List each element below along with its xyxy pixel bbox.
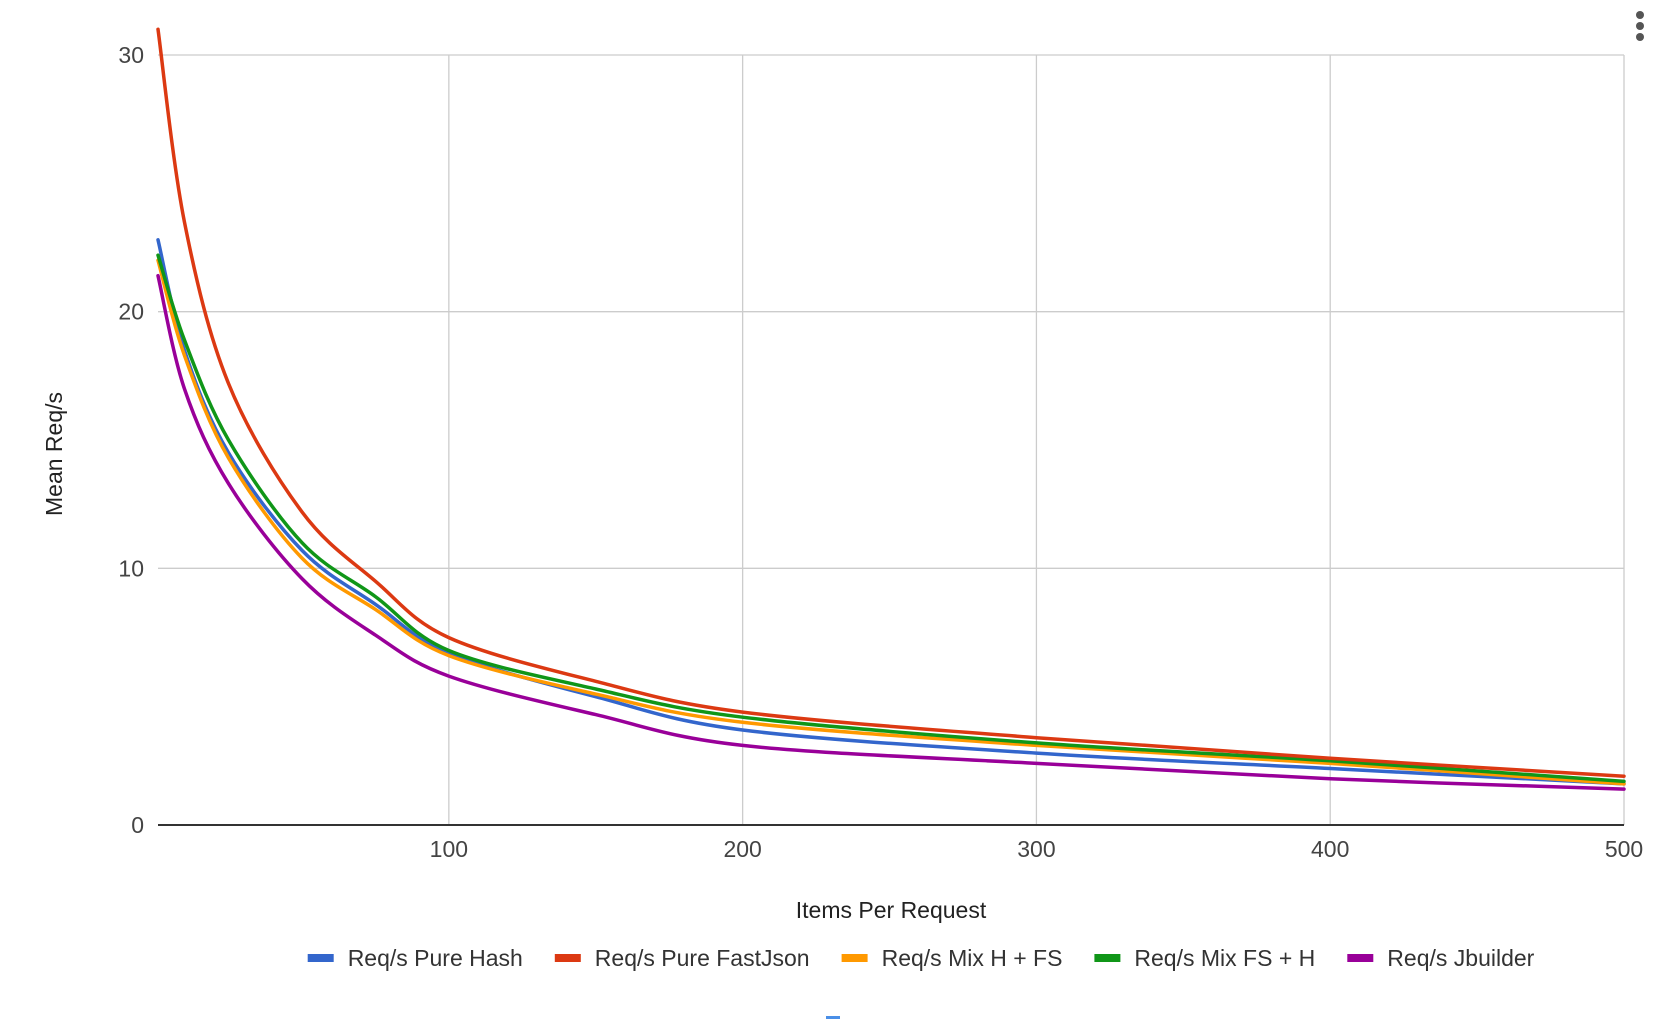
legend-label: Req/s Jbuilder: [1387, 945, 1534, 971]
more-vert-icon: [1636, 11, 1644, 19]
legend-item[interactable]: Req/s Pure Hash: [307, 945, 523, 971]
y-axis-title: Mean Req/s: [41, 392, 67, 516]
grid-lines: [158, 54, 1625, 825]
series-line-3: [156, 258, 1626, 786]
y-tick-label: 10: [118, 555, 144, 581]
legend-item[interactable]: Req/s Jbuilder: [1347, 945, 1535, 971]
series-lines: [156, 27, 1626, 791]
y-tick-label: 30: [118, 42, 144, 68]
more-options-button[interactable]: [1630, 8, 1650, 48]
series-line-4: [156, 253, 1626, 784]
x-tick-label: 200: [723, 836, 761, 862]
x-axis-title: Items Per Request: [796, 897, 987, 923]
legend-label: Req/s Pure Hash: [348, 945, 523, 971]
y-tick-label: 0: [131, 812, 144, 838]
legend-label: Req/s Pure FastJson: [595, 945, 810, 971]
legend[interactable]: Req/s Pure Hash Req/s Pure FastJson Req/s …: [307, 945, 1535, 971]
legend-swatch: [554, 954, 581, 962]
x-tick-label: 300: [1017, 836, 1055, 862]
legend-label: Req/s Mix H + FS: [882, 945, 1063, 971]
y-tick-label: 20: [118, 299, 144, 325]
x-tick-label: 400: [1311, 836, 1349, 862]
more-vert-icon-dot: [1636, 22, 1644, 30]
x-tick-label: 100: [430, 836, 468, 862]
more-vert-icon-dot: [1636, 33, 1644, 41]
series-line-5: [156, 273, 1626, 791]
x-tick-label: 500: [1605, 836, 1643, 862]
legend-label: Req/s Mix FS + H: [1134, 945, 1315, 971]
legend-swatch: [841, 954, 868, 962]
legend-swatch: [1347, 954, 1374, 962]
legend-item[interactable]: Req/s Mix FS + H: [1094, 945, 1315, 971]
legend-item[interactable]: Req/s Mix H + FS: [841, 945, 1063, 971]
series-line-1: [156, 238, 1626, 786]
axes: 0 10 20 30 100 200 300 400 500: [118, 42, 1643, 862]
series-line-2: [156, 27, 1626, 778]
legend-swatch: [307, 954, 334, 962]
legend-item[interactable]: Req/s Pure FastJson: [554, 945, 810, 971]
scroll-indicator: [826, 1016, 840, 1019]
legend-swatch: [1094, 954, 1121, 962]
